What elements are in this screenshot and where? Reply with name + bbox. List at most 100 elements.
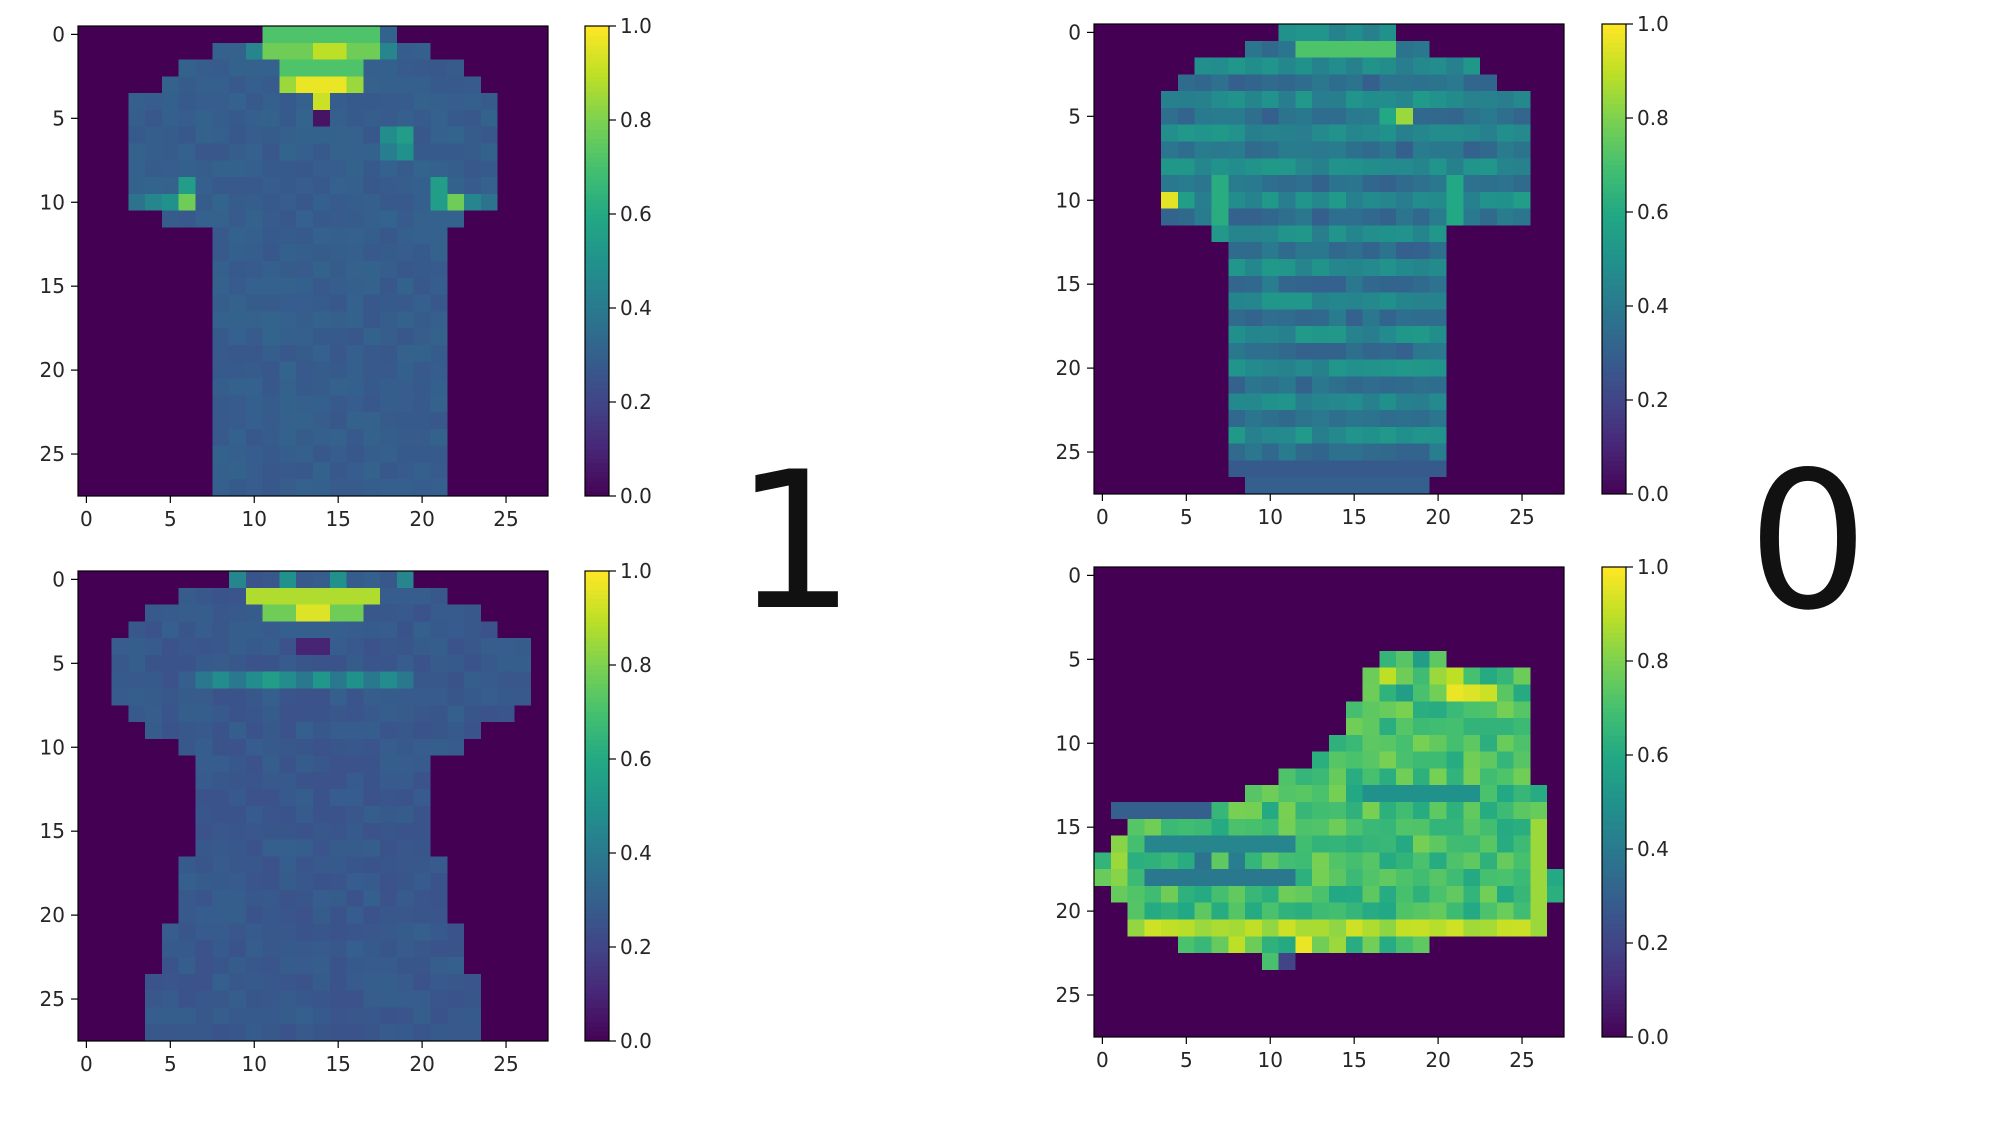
heatmap-cell xyxy=(1177,191,1196,210)
heatmap-cell xyxy=(1194,292,1213,310)
colorbar-segment xyxy=(585,167,609,173)
heatmap-cell xyxy=(245,177,264,195)
heatmap-cell xyxy=(1547,292,1565,310)
heatmap-cell xyxy=(480,738,499,757)
heatmap-cell xyxy=(1412,275,1431,294)
heatmap-cell xyxy=(313,923,331,941)
heatmap-cell xyxy=(313,940,331,958)
heatmap-cell xyxy=(111,873,129,891)
heatmap-cell xyxy=(178,638,197,656)
heatmap-cell xyxy=(1295,885,1313,904)
heatmap-cell xyxy=(1429,74,1448,92)
heatmap-cell xyxy=(1396,225,1414,243)
colorbar-segment xyxy=(1602,783,1626,789)
heatmap-cell xyxy=(1496,24,1515,42)
heatmap-cell xyxy=(1245,885,1263,904)
heatmap-cell xyxy=(1429,208,1448,227)
heatmap-cell xyxy=(1312,969,1330,988)
heatmap-cell xyxy=(1144,359,1162,378)
heatmap-cell xyxy=(94,462,113,480)
heatmap-cell xyxy=(1412,91,1431,109)
heatmap-cell xyxy=(1144,24,1162,42)
heatmap-cell xyxy=(1530,869,1548,887)
heatmap-cell xyxy=(380,59,398,77)
heatmap-cell xyxy=(128,395,146,413)
colorbar-tick-label: 0.6 xyxy=(1637,743,1669,767)
heatmap-cell xyxy=(195,722,213,740)
heatmap-cell xyxy=(1480,953,1498,971)
heatmap-cell xyxy=(1463,275,1481,294)
colorbar-segment xyxy=(1602,334,1626,340)
heatmap-cell xyxy=(1513,667,1532,686)
colorbar-segment xyxy=(585,867,609,873)
heatmap-cell xyxy=(514,462,532,480)
heatmap-cell xyxy=(464,76,482,94)
heatmap-cell xyxy=(161,654,180,673)
heatmap-cell xyxy=(1446,208,1464,227)
heatmap-cell xyxy=(497,940,516,958)
heatmap-cell xyxy=(380,76,398,94)
heatmap-cell xyxy=(380,462,398,480)
colorbar-segment xyxy=(585,791,609,798)
heatmap-cell xyxy=(1446,275,1464,294)
heatmap-cell xyxy=(1463,443,1481,462)
heatmap-cell xyxy=(1211,191,1229,210)
heatmap-cell xyxy=(1429,885,1448,904)
heatmap-cell xyxy=(1429,460,1448,478)
colorbar-segment xyxy=(1602,80,1626,86)
heatmap-cell xyxy=(497,378,516,396)
heatmap-cell xyxy=(1396,667,1414,686)
heatmap-cell xyxy=(1228,768,1246,786)
heatmap-cell xyxy=(514,277,532,296)
colorbar-segment xyxy=(585,73,609,79)
colorbar-segment xyxy=(1602,999,1626,1005)
heatmap-cell xyxy=(1379,309,1397,327)
colorbar-segment xyxy=(1602,919,1626,925)
heatmap-cell xyxy=(447,361,465,380)
heatmap-cell xyxy=(413,462,432,480)
colorbar-segment xyxy=(1602,343,1626,349)
heatmap-cell xyxy=(514,688,532,706)
colorbar-segment xyxy=(1602,595,1626,601)
heatmap-cell xyxy=(145,738,163,757)
heatmap-cell xyxy=(161,395,180,413)
heatmap-cell xyxy=(1127,768,1145,786)
heatmap-cell xyxy=(1530,567,1548,585)
colorbar-segment xyxy=(1602,863,1626,869)
heatmap-cell xyxy=(245,378,264,396)
heatmap-cell xyxy=(329,361,348,380)
heatmap-cell xyxy=(1094,634,1112,652)
colorbar-segment xyxy=(585,124,609,130)
heatmap-cell xyxy=(1530,650,1548,669)
heatmap-cell xyxy=(514,210,532,229)
heatmap-cell xyxy=(262,227,281,245)
heatmap-cell xyxy=(313,244,331,262)
heatmap-cell xyxy=(1480,326,1498,344)
colorbar-segment xyxy=(1602,385,1626,392)
heatmap-cell xyxy=(128,839,146,857)
colorbar-segment xyxy=(585,759,609,765)
heatmap-cell xyxy=(1211,634,1229,652)
heatmap-cell xyxy=(145,160,163,178)
heatmap-cell xyxy=(1379,91,1397,109)
heatmap-cell xyxy=(94,412,113,430)
heatmap-cell xyxy=(1245,650,1263,669)
heatmap-cell xyxy=(1295,242,1313,260)
colorbar-segment xyxy=(1602,447,1626,453)
heatmap-cell xyxy=(1329,107,1347,126)
heatmap-cell xyxy=(1463,785,1481,803)
heatmap-cell xyxy=(1094,91,1112,109)
heatmap-cell xyxy=(1362,835,1380,853)
heatmap-cell xyxy=(1412,919,1431,937)
heatmap-cell xyxy=(1396,91,1414,109)
heatmap-cell xyxy=(1480,869,1498,887)
heatmap-cell xyxy=(531,889,549,908)
heatmap-cell xyxy=(195,940,213,958)
heatmap-cell xyxy=(480,59,499,77)
heatmap-cell xyxy=(296,126,314,145)
colorbar-segment xyxy=(1602,179,1626,185)
colorbar-segment xyxy=(1602,315,1626,321)
heatmap-cell xyxy=(296,160,314,178)
heatmap-cell xyxy=(1094,650,1112,669)
heatmap-cell xyxy=(1144,869,1162,887)
